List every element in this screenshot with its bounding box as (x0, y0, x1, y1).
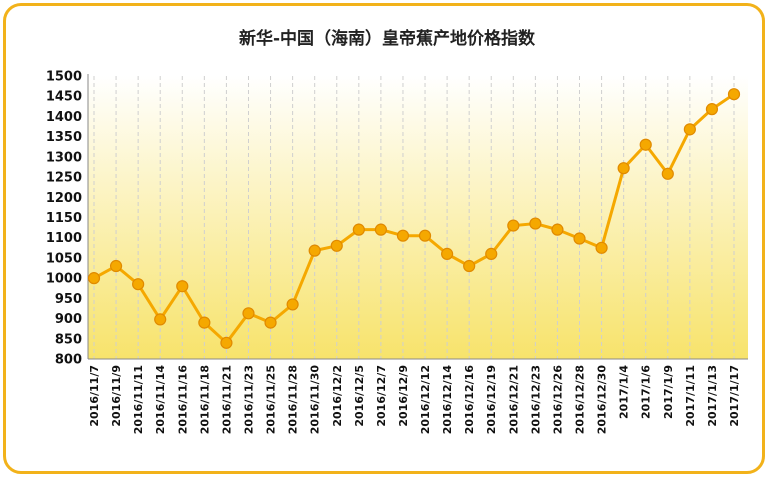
data-point (308, 244, 321, 257)
x-tick-label: 2016/11/14 (154, 365, 167, 435)
x-tick-label: 2017/1/6 (640, 365, 653, 419)
data-point (441, 247, 454, 260)
x-tick-label: 2016/11/28 (287, 365, 300, 434)
data-point (264, 316, 277, 329)
data-point (286, 298, 299, 311)
plot-background (88, 76, 748, 359)
x-tick-label: 2016/11/21 (220, 365, 233, 434)
y-tick-label: 1400 (46, 110, 82, 125)
chart-plot: 800 850 900 950 1000 1050 1100 1150 1200 1250 1300… (46, 70, 748, 435)
data-point (705, 103, 719, 116)
y-tick-label: 1150 (46, 211, 82, 226)
y-tick-label: 850 (55, 332, 82, 347)
x-tick-label: 2016/11/25 (265, 365, 278, 434)
y-tick-label: 1500 (46, 70, 82, 85)
data-point (198, 316, 211, 329)
data-point (242, 307, 255, 320)
data-point (220, 336, 233, 349)
x-tick-label: 2017/1/4 (618, 365, 631, 419)
data-point (418, 229, 432, 242)
y-tick-label: 1350 (46, 130, 82, 145)
x-tick-label: 2016/12/14 (441, 365, 454, 435)
data-point (132, 278, 145, 291)
x-tick-label: 2017/1/13 (706, 365, 719, 427)
x-tick-label: 2016/12/5 (353, 365, 366, 427)
x-tick-label: 2016/12/12 (419, 365, 432, 434)
data-point (683, 123, 696, 136)
x-tick-label: 2016/12/26 (551, 365, 564, 435)
data-point (507, 219, 520, 232)
data-point (595, 241, 608, 254)
y-tick-label: 950 (55, 292, 82, 307)
x-tick-label: 2016/11/9 (110, 365, 123, 427)
x-tick-label: 2016/11/16 (176, 365, 189, 435)
data-point (463, 259, 476, 273)
y-tick-label: 1250 (46, 171, 82, 186)
y-tick-label: 1450 (46, 90, 82, 105)
data-point (374, 223, 387, 236)
x-tick-label: 2016/12/21 (507, 365, 520, 434)
x-tick-label: 2016/12/23 (529, 365, 542, 434)
data-point (485, 247, 498, 260)
data-point (639, 138, 652, 151)
chart-frame: 新华-中国（海南）皇帝蕉产地价格指数 800 850 900 950 1000 1050 1… (3, 3, 765, 474)
y-tick-label: 800 (55, 353, 82, 368)
data-point (617, 162, 630, 175)
x-tick-label: 2016/12/30 (596, 365, 609, 435)
x-tick-label: 2016/12/7 (375, 365, 388, 427)
x-tick-label: 2017/1/11 (684, 365, 697, 427)
data-point (727, 88, 741, 101)
y-tick-label: 1300 (46, 150, 82, 165)
y-tick-label: 1200 (46, 191, 82, 206)
data-point (352, 223, 365, 236)
x-tick-label: 2016/11/30 (309, 365, 322, 435)
x-tick-label: 2016/12/16 (463, 365, 476, 435)
y-tick-label: 1100 (46, 231, 82, 246)
x-tick-label: 2017/1/17 (728, 365, 741, 427)
data-point (330, 239, 343, 252)
data-point (529, 217, 542, 230)
x-tick-label: 2017/1/9 (662, 365, 675, 419)
data-point (661, 167, 674, 180)
x-tick-label: 2016/12/28 (574, 365, 587, 434)
y-tick-label: 1000 (46, 272, 82, 287)
chart-title: 新华-中国（海南）皇帝蕉产地价格指数 (238, 29, 536, 49)
data-point (396, 229, 410, 242)
x-tick-label: 2016/11/11 (132, 365, 145, 434)
x-tick-label: 2016/12/19 (485, 365, 498, 434)
data-point (176, 280, 189, 293)
x-tick-label: 2016/11/23 (242, 365, 255, 434)
data-point (109, 259, 123, 273)
x-tick-label: 2016/12/2 (331, 365, 344, 427)
y-tick-label: 1050 (46, 251, 82, 266)
x-tick-label: 2016/12/9 (397, 365, 410, 427)
data-point (154, 313, 167, 326)
x-tick-label: 2016/11/18 (198, 365, 211, 434)
data-point (573, 232, 586, 245)
x-tick-label: 2016/11/7 (88, 365, 101, 427)
y-tick-label: 900 (55, 312, 82, 327)
data-point (87, 272, 101, 285)
data-point (551, 223, 564, 236)
